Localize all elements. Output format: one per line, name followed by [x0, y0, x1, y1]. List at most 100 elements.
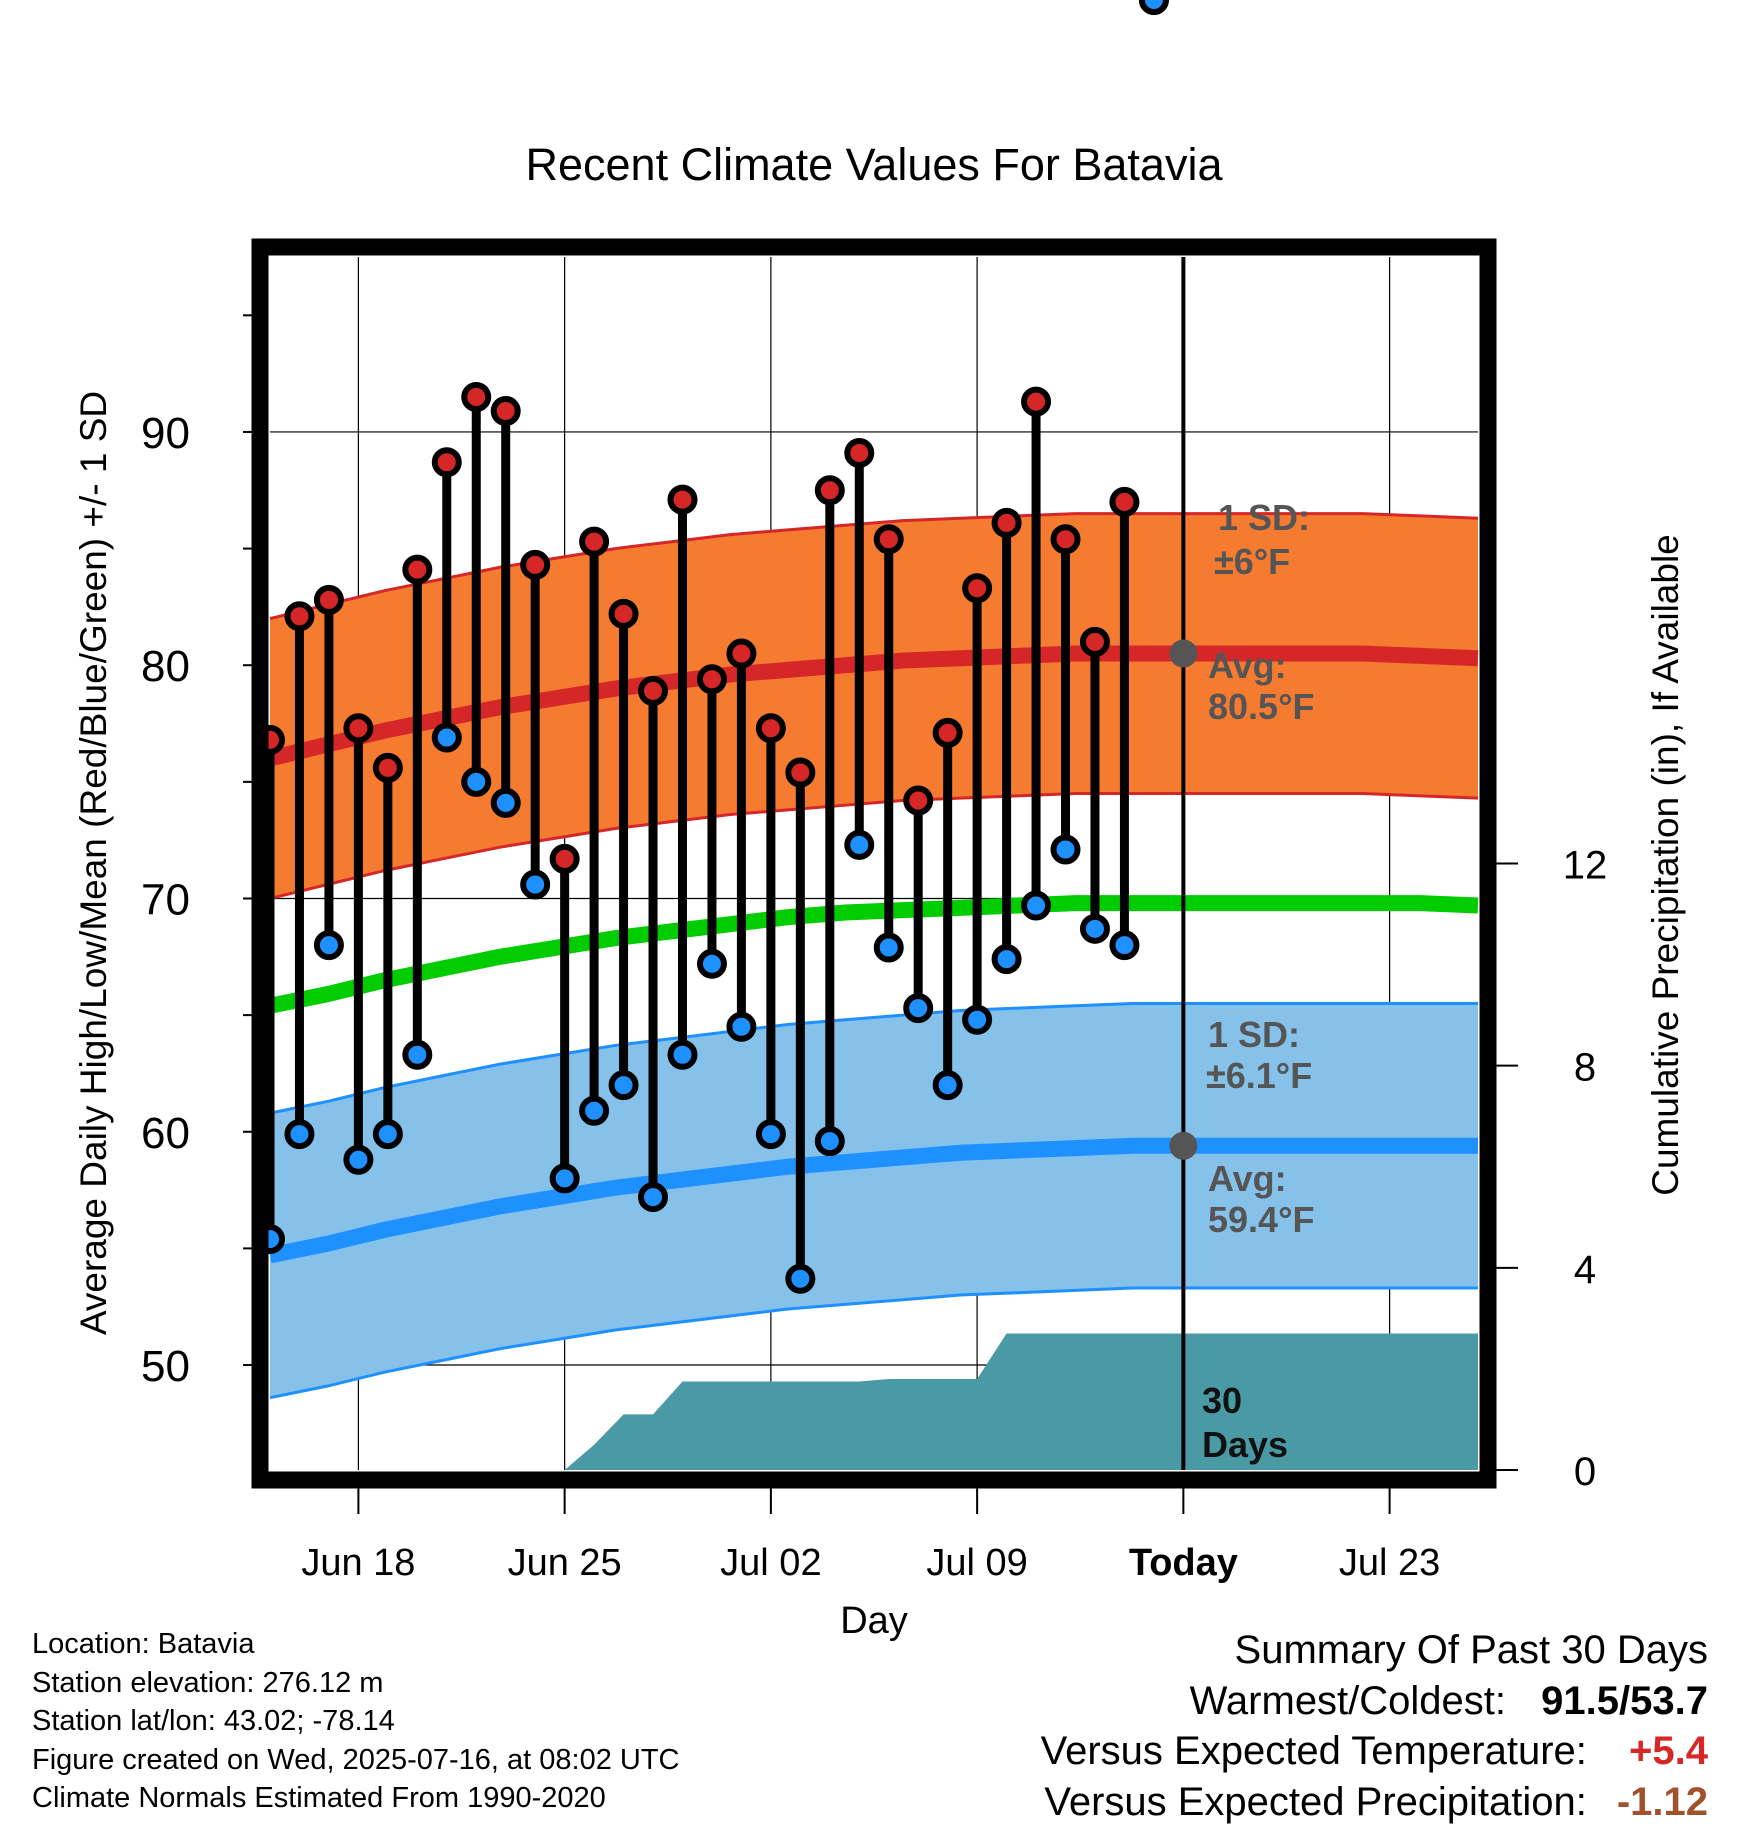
high-sd-lower-edge: [269, 792, 1479, 900]
low-temp-point: [991, 944, 1022, 975]
coldest-value: 53.7: [1630, 1678, 1708, 1723]
x-tick-label: Jul 09: [926, 1542, 1027, 1584]
daily-range-stems: [265, 396, 1129, 1279]
x-tick-label: Jul 02: [720, 1542, 821, 1584]
x-tick-label: Jun 25: [508, 1542, 622, 1584]
today-low-normal-dot: [1169, 1131, 1198, 1160]
high-temp-point: [814, 475, 845, 506]
low-temp-point: [1109, 930, 1140, 961]
y2-tick-label: 8: [1574, 1046, 1596, 1090]
elevation-text: Station elevation: 276.12 m: [32, 1666, 384, 1699]
warmest-coldest-separator: /: [1619, 1678, 1631, 1723]
high-temp-point: [991, 507, 1022, 538]
y-axis-ticks: 50 60 70 80 90: [141, 314, 252, 1391]
high-temp-point: [1109, 486, 1140, 517]
location-text: Location: Batavia: [32, 1628, 255, 1660]
warmest-coldest-value: 91.5/53.7: [1541, 1676, 1708, 1727]
high-temp-point: [313, 584, 344, 615]
high-temp-point: [667, 484, 698, 515]
low-temp-point: [520, 869, 551, 900]
high-temp-point: [372, 752, 403, 783]
x-axis-label: Day: [840, 1600, 908, 1642]
plot-frame: [251, 238, 1497, 1489]
normals-text: Climate Normals Estimated From 1990-2020: [32, 1782, 606, 1814]
low-temp-point: [844, 829, 875, 860]
mean-normal-line: [268, 895, 1479, 1014]
x-tick-label: Jul 23: [1339, 1542, 1440, 1584]
high-temp-point: [873, 524, 904, 555]
high-temp-point: [785, 757, 816, 788]
today-high-normal-dot: [1169, 639, 1198, 668]
low-temp-point: [873, 932, 904, 963]
low-avg-label: Avg:: [1208, 1158, 1287, 1199]
high-temp-point: [520, 549, 551, 580]
low-sd-band: [270, 1003, 1478, 1398]
daily-markers: [255, 0, 1198, 1294]
created-text: Figure created on Wed, 2025-07-16, at 08…: [32, 1743, 680, 1776]
low-temp-point: [814, 1126, 845, 1157]
y2-axis-label: Cumulative Precipitation (in), If Availa…: [1645, 534, 1686, 1196]
temperature-anomaly-value: +5.4: [1629, 1729, 1708, 1773]
low-normal-line: [268, 1137, 1478, 1264]
low-temp-point: [785, 1263, 816, 1294]
precipitation-area: [535, 1333, 1478, 1470]
y-axis-label: Average Daily High/Low/Mean (Red/Blue/Gr…: [73, 391, 114, 1335]
high-temp-point: [696, 664, 727, 695]
low-temp-point: [903, 993, 934, 1024]
low-temp-point: [313, 930, 344, 961]
high-temp-point: [549, 843, 580, 874]
low-temp-point: [962, 1004, 993, 1035]
y-tick-label: 50: [141, 1342, 190, 1391]
high-avg-label: Avg:: [1208, 645, 1287, 686]
summary-title: Summary Of Past 30 Days: [1234, 1628, 1708, 1672]
normal-bands: [268, 512, 1479, 1400]
low-temp-point: [608, 1070, 639, 1101]
y-tick-label: 80: [141, 642, 190, 691]
warmest-value: 91.5: [1541, 1678, 1620, 1723]
high-sd-value: ±6°F: [1214, 541, 1290, 582]
low-avg-value: 59.4°F: [1208, 1199, 1314, 1240]
high-temp-point: [608, 598, 639, 629]
high-temp-point: [1021, 386, 1052, 417]
precipitation-anomaly-value: -1.12: [1616, 1779, 1708, 1824]
y-tick-label: 70: [141, 875, 190, 924]
low-temp-point: [490, 787, 521, 818]
low-sd-value: ±6.1°F: [1206, 1055, 1312, 1096]
high-temp-point: [284, 601, 315, 632]
high-sd-label: 1 SD:: [1218, 497, 1310, 538]
station-info: Location: Batavia Station elevation: 276…: [32, 1625, 680, 1818]
low-temp-point: [461, 766, 492, 797]
high-temp-point: [844, 437, 875, 468]
warmest-coldest-label: Warmest/Coldest:: [1189, 1678, 1507, 1723]
high-temp-point: [1079, 626, 1110, 657]
high-temp-point: [726, 638, 757, 669]
low-sd-upper-edge: [269, 1001, 1478, 1115]
x-axis-ticks: Jun 18 Jun 25 Jul 02 Jul 09 Today Jul 23: [301, 1488, 1440, 1584]
low-temp-point: [696, 948, 727, 979]
high-temp-point: [402, 554, 433, 585]
y-tick-label: 60: [141, 1109, 190, 1158]
high-temp-point: [755, 713, 786, 744]
low-temp-point: [372, 1119, 403, 1150]
low-temp-point: [667, 1039, 698, 1070]
low-temp-point: [638, 1182, 669, 1213]
low-temp-point: [755, 1119, 786, 1150]
low-temp-point: [284, 1119, 315, 1150]
y2-tick-label: 0: [1574, 1450, 1596, 1494]
high-temp-point: [431, 447, 462, 478]
temperature-anomaly-label: Versus Expected Temperature:: [1040, 1729, 1587, 1773]
high-sd-upper-edge: [269, 512, 1479, 621]
precipitation-anomaly-label: Versus Expected Precipitation:: [1044, 1779, 1587, 1824]
low-temp-point: [1021, 890, 1052, 921]
precipitation-anomaly-row: Versus Expected Precipitation: -1.12: [1041, 1777, 1708, 1828]
low-temp-point: [431, 722, 462, 753]
y2-tick-label: 12: [1563, 844, 1608, 888]
high-temp-point: [490, 395, 521, 426]
low-temp-point: [402, 1039, 433, 1070]
low-temp-point: [726, 1011, 757, 1042]
high-temp-point: [579, 526, 610, 557]
warmest-coldest-row: Warmest/Coldest: 91.5/53.7: [1041, 1676, 1708, 1727]
period-days-number: 30: [1202, 1380, 1242, 1421]
high-avg-value: 80.5°F: [1208, 686, 1314, 727]
